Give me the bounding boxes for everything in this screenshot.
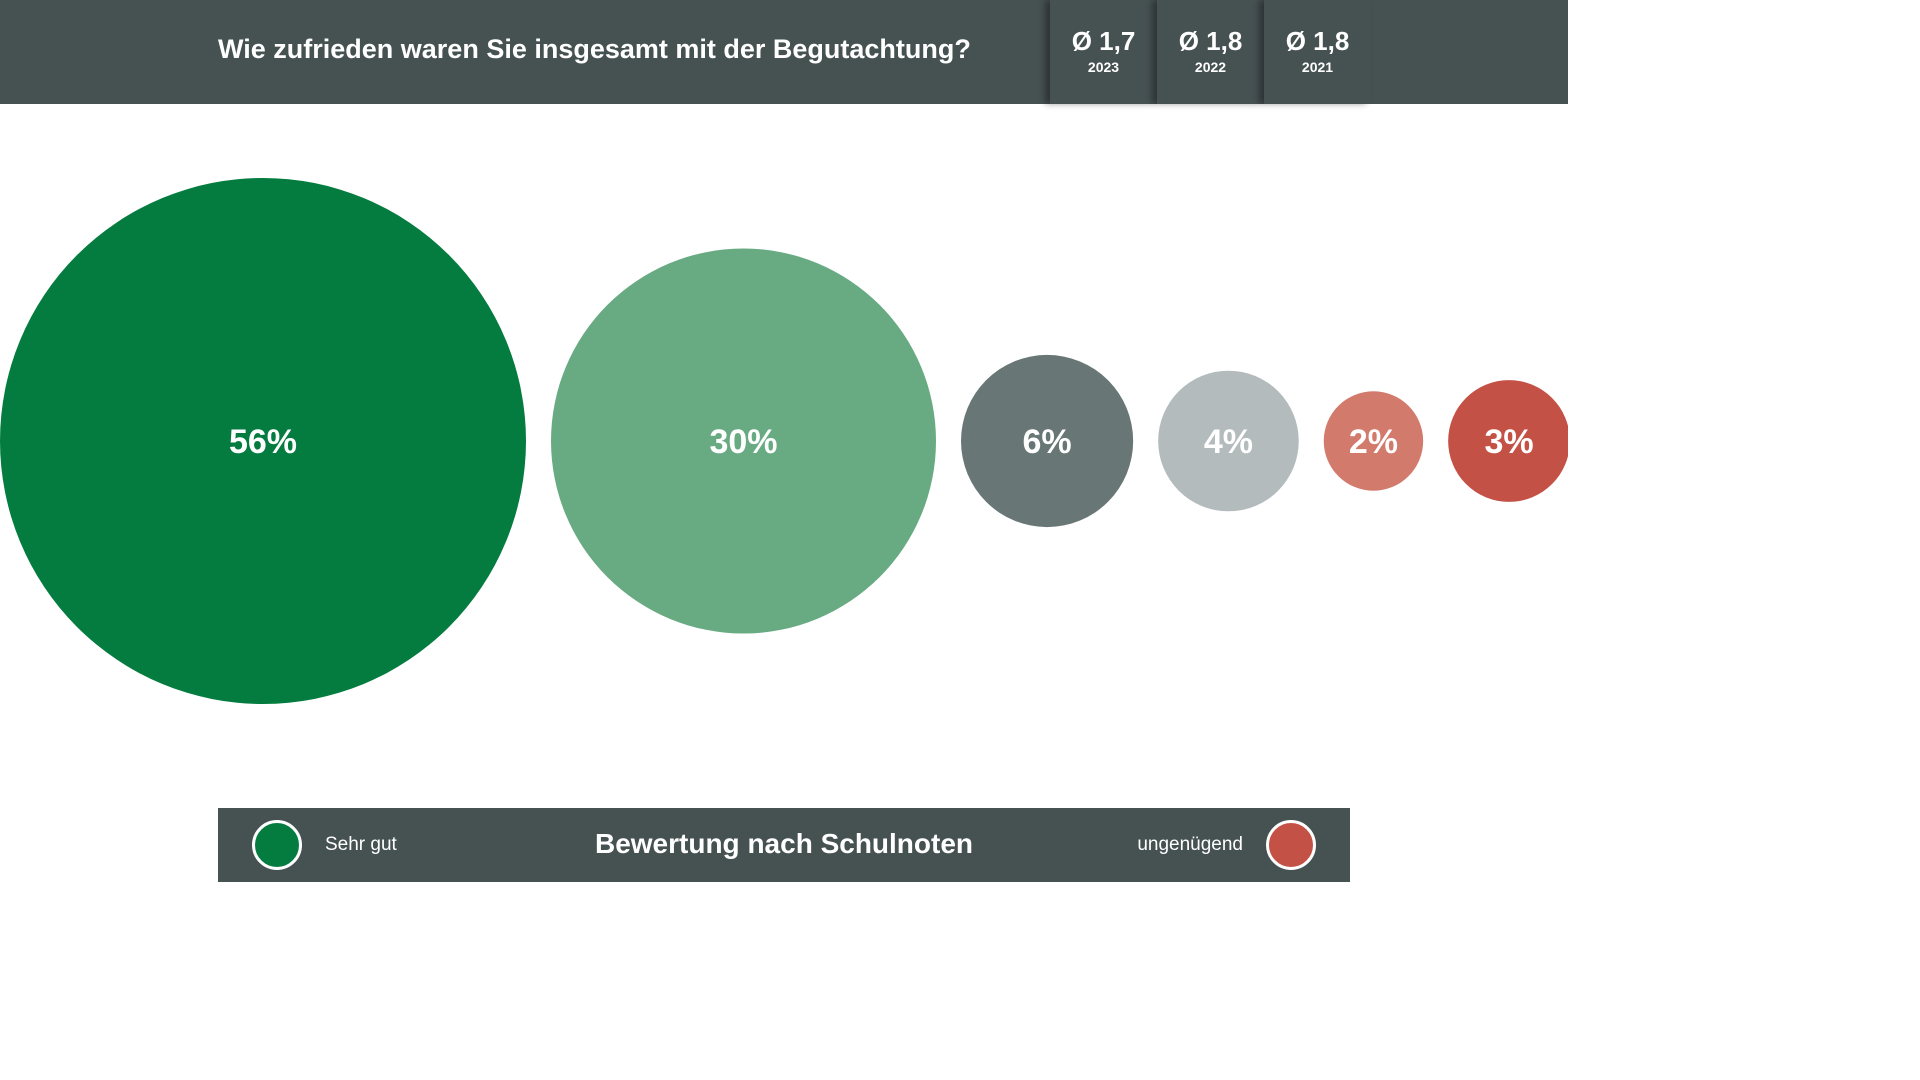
bubble-5 — [1323, 391, 1424, 491]
average-year: 2021 — [1301, 59, 1334, 75]
average-value: Ø 1,8 — [1178, 26, 1243, 56]
bubble-label-4: 4% — [1204, 423, 1253, 461]
bubble-label-5: 2% — [1349, 423, 1398, 461]
bubble-1 — [0, 178, 526, 704]
average-value: Ø 1,7 — [1071, 26, 1136, 56]
average-2021: Ø 1,8 2021 — [1264, 0, 1371, 104]
legend-bar: Sehr gut Bewertung nach Schulnoten ungen… — [218, 808, 1350, 882]
legend-insufficient-label: ungenügend — [1137, 834, 1243, 855]
average-year: 2022 — [1194, 59, 1227, 75]
bubble-label-6: 3% — [1484, 423, 1533, 461]
bubble-label-2: 30% — [709, 423, 777, 461]
average-year: 2023 — [1087, 59, 1120, 75]
average-2023: Ø 1,7 2023 — [1050, 0, 1157, 104]
header-bar: Wie zufrieden waren Sie insgesamt mit de… — [0, 0, 1568, 104]
bubble-2 — [551, 248, 936, 634]
legend-very-good-dot — [252, 820, 302, 870]
bubble-4 — [1158, 370, 1299, 512]
legend-insufficient-dot — [1266, 820, 1316, 870]
question-title: Wie zufrieden waren Sie insgesamt mit de… — [218, 34, 971, 64]
average-2022: Ø 1,8 2022 — [1157, 0, 1264, 104]
bubble-3 — [960, 354, 1134, 528]
bubble-chart: 56% 30% 6% 4% 2% 3% — [0, 178, 1568, 704]
bubble-label-1: 56% — [229, 423, 297, 461]
average-value: Ø 1,8 — [1285, 26, 1350, 56]
bubble-label-3: 6% — [1023, 423, 1072, 461]
legend-very-good-label: Sehr gut — [325, 834, 397, 855]
bubble-6 — [1448, 380, 1568, 502]
legend-title: Bewertung nach Schulnoten — [594, 828, 974, 859]
